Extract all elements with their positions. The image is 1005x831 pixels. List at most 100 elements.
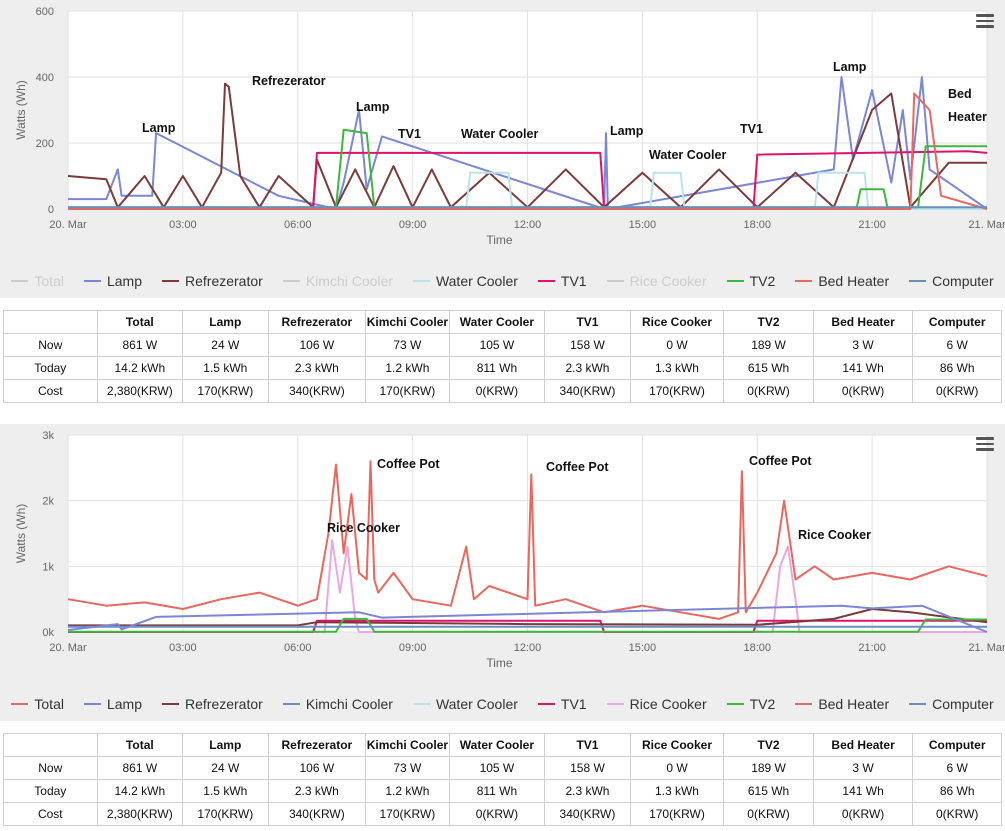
annotation-label: Lamp xyxy=(142,121,176,135)
table-header-cell: Water Cooler xyxy=(448,733,546,757)
table-cell: 3 W xyxy=(812,333,914,357)
table-cell: 24 W xyxy=(182,756,269,780)
series-line-rice-cooker[interactable] xyxy=(68,539,987,633)
table-cell: 1.5 kWh xyxy=(182,779,269,803)
annotation-label: Lamp xyxy=(610,124,644,138)
annotation-label: Lamp xyxy=(833,60,867,74)
table-cell: 340(KRW) xyxy=(544,379,631,403)
chart-2-menu-icon[interactable] xyxy=(976,437,994,451)
legend-item-total[interactable]: Total xyxy=(11,696,64,712)
row-label-cell: Now xyxy=(3,333,98,357)
table-cell: 73 W xyxy=(365,333,450,357)
legend-label: Total xyxy=(34,273,64,289)
annotation-label: Rice Cooker xyxy=(327,521,400,535)
table-header-cell xyxy=(3,733,98,757)
table-cell: 0 W xyxy=(629,333,725,357)
legend-item-kimchi-cooler[interactable]: Kimchi Cooler xyxy=(282,273,393,289)
legend-item-rice-cooker[interactable]: Rice Cooker xyxy=(606,273,707,289)
table-cell: 2,380(KRW) xyxy=(96,802,184,826)
legend-item-refrezerator[interactable]: Refrezerator xyxy=(162,273,263,289)
table-cell: 2,380(KRW) xyxy=(96,379,184,403)
legend-label: Bed Heater xyxy=(818,696,890,712)
chart-panel-2: 20. Mar 03:00 06:00 09:00 12:00 15:00 18:00 21:… xyxy=(0,424,1005,831)
table-header-cell: Computer xyxy=(912,310,1002,334)
table-header-cell: Bed Heater xyxy=(812,310,914,334)
table-cell: 0(KRW) xyxy=(723,802,814,826)
legend-item-tv1[interactable]: TV1 xyxy=(537,696,587,712)
series-line-lamp[interactable] xyxy=(67,604,988,633)
table-cell: 6 W xyxy=(912,333,1002,357)
legend-item-refrezerator[interactable]: Refrezerator xyxy=(162,696,263,712)
legend-item-tv2[interactable]: TV2 xyxy=(726,273,775,289)
legend-swatch xyxy=(412,280,430,282)
table-cell: 170(KRW) xyxy=(629,802,725,826)
chart-1-legend: Total Lamp Refrezerator Kimchi Cooler Water … xyxy=(0,268,1005,294)
table-header-cell: Rice Cooker xyxy=(629,733,725,757)
table-header-cell: Lamp xyxy=(182,310,269,334)
legend-item-bed-heater[interactable]: Bed Heater xyxy=(795,696,889,712)
table-cell: 861 W xyxy=(96,756,184,780)
table-cell: 105 W xyxy=(448,333,546,357)
table-cell: 189 W xyxy=(723,333,814,357)
legend-label: Lamp xyxy=(106,273,142,289)
legend-item-lamp[interactable]: Lamp xyxy=(83,273,142,289)
table-cell: 158 W xyxy=(544,756,631,780)
x-tick-label: 03:00 xyxy=(169,219,197,231)
table-header-cell: Kimchi Cooler xyxy=(365,733,450,757)
y-tick-label: 400 xyxy=(36,72,54,84)
table-header-cell: Computer xyxy=(912,733,1002,757)
legend-item-rice-cooker[interactable]: Rice Cooker xyxy=(606,696,707,712)
legend-swatch xyxy=(726,703,744,705)
y-tick-label: 1k xyxy=(42,561,54,573)
table-cell: 1.2 kWh xyxy=(365,356,450,380)
legend-item-tv2[interactable]: TV2 xyxy=(726,696,775,712)
legend-item-water-cooler[interactable]: Water Cooler xyxy=(412,696,518,712)
legend-label: Computer xyxy=(932,273,994,289)
table-cell: 106 W xyxy=(267,756,367,780)
table-cell: 106 W xyxy=(267,333,367,357)
table-cell: 86 Wh xyxy=(912,356,1002,380)
legend-item-kimchi-cooler[interactable]: Kimchi Cooler xyxy=(282,696,393,712)
legend-swatch xyxy=(606,280,624,282)
table-cell: 0(KRW) xyxy=(812,802,914,826)
legend-item-computer[interactable]: Computer xyxy=(909,273,994,289)
x-tick-label: 09:00 xyxy=(399,219,427,231)
legend-item-tv1[interactable]: TV1 xyxy=(537,273,587,289)
table-cell: 170(KRW) xyxy=(182,802,269,826)
legend-item-water-cooler[interactable]: Water Cooler xyxy=(412,273,518,289)
legend-item-total[interactable]: Total xyxy=(11,273,64,289)
series-line-bed-heater[interactable] xyxy=(68,92,988,210)
legend-label: Lamp xyxy=(106,696,142,712)
series-line-refrezerator[interactable] xyxy=(68,608,988,627)
chart-1-svg: 20. Mar 03:00 06:00 09:00 12:00 15:00 18:00 21:… xyxy=(14,6,1005,247)
legend-swatch xyxy=(83,280,101,282)
table-header-cell: Bed Heater xyxy=(812,733,914,757)
legend-item-bed-heater[interactable]: Bed Heater xyxy=(795,273,889,289)
table-cell: 1.3 kWh xyxy=(629,356,725,380)
table-header-cell: Refrezerator xyxy=(267,310,367,334)
table-header-cell: Total xyxy=(96,310,184,334)
y-tick-label: 600 xyxy=(36,6,54,18)
table-cell: 861 W xyxy=(96,333,184,357)
table-cell: 2.3 kWh xyxy=(544,356,631,380)
legend-item-lamp[interactable]: Lamp xyxy=(83,696,142,712)
series-line-total[interactable] xyxy=(67,460,988,620)
table-row: Cost 2,380(KRW) 170(KRW) 340(KRW) 170(KRW) 0(… xyxy=(3,379,1002,403)
series-line-tv2[interactable] xyxy=(68,617,987,633)
table-header-row: Total Lamp Refrezerator Kimchi Cooler Water … xyxy=(3,310,1002,334)
x-tick-label: 03:00 xyxy=(169,642,197,654)
table-cell: 0(KRW) xyxy=(912,802,1002,826)
x-tick-label: 21. Mar xyxy=(968,642,1005,654)
table-cell: 1.5 kWh xyxy=(182,356,269,380)
summary-table-1: Total Lamp Refrezerator Kimchi Cooler Water … xyxy=(3,310,1002,403)
series-line-tv2[interactable] xyxy=(68,128,987,209)
series-line-water-cooler[interactable] xyxy=(68,171,987,210)
table-cell: 340(KRW) xyxy=(544,802,631,826)
table-cell: 3 W xyxy=(812,756,914,780)
x-tick-label: 18:00 xyxy=(743,219,771,231)
legend-label: TV1 xyxy=(560,273,587,289)
chart-1-menu-icon[interactable] xyxy=(976,14,994,28)
x-tick-label: 06:00 xyxy=(284,642,312,654)
legend-item-computer[interactable]: Computer xyxy=(909,696,994,712)
